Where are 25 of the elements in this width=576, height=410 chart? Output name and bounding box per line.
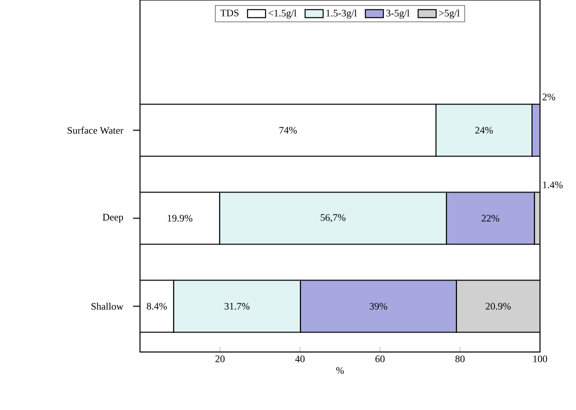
data-label: 56,7%: [320, 214, 346, 222]
data-label: 2%: [542, 94, 556, 100]
x-tick-label: 40: [295, 356, 305, 362]
legend-title: TDS: [220, 10, 238, 16]
legend-label: <1.5g/l: [268, 9, 296, 19]
y-tick-label: Surface Water: [68, 126, 124, 134]
data-label: 74%: [280, 126, 297, 134]
data-label: 1.4%: [543, 182, 563, 188]
x-tick-label: 60: [375, 356, 385, 362]
x-axis-title: %: [336, 367, 344, 374]
x-tick-label: 100: [533, 356, 548, 362]
data-label: 20.9%: [486, 302, 511, 310]
data-label: 22%: [482, 214, 500, 222]
y-tick-label: Shallow: [91, 302, 124, 310]
legend-label: >5g/l: [439, 9, 460, 19]
data-label: 19.9%: [168, 214, 192, 222]
legend-label: 3-5g/l: [386, 9, 410, 19]
data-label: 8.4%: [146, 302, 167, 310]
y-tick-label: Deep: [102, 214, 124, 223]
data-label: 24%: [475, 126, 493, 134]
data-label: 31.7%: [224, 302, 250, 310]
legend-label: 1.5-3g/l: [326, 9, 357, 19]
data-label: 39%: [370, 302, 388, 310]
x-tick-label: 20: [215, 356, 225, 362]
x-tick-label: 80: [455, 356, 465, 362]
